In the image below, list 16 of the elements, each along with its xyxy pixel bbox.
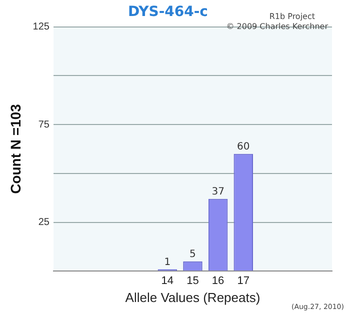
data-label: 37 xyxy=(212,186,224,198)
x-tick-label: 14 xyxy=(161,274,174,287)
y-tick-label: 75 xyxy=(38,119,50,130)
annotation: © 2009 Charles Kerchner xyxy=(226,22,328,31)
text: R1b Project xyxy=(269,12,315,21)
data-label: 1 xyxy=(164,256,171,268)
x-axis-title: Allele Values (Repeats) xyxy=(125,290,260,305)
chart-title: DYS-464-c xyxy=(128,4,208,20)
x-tick-label: 17 xyxy=(237,274,250,287)
data-label: 60 xyxy=(237,141,250,152)
data-label: 5 xyxy=(190,249,196,260)
y-tick-label: 125 xyxy=(32,22,50,33)
x-tick-label: 16 xyxy=(212,274,224,287)
x-tick-label: 15 xyxy=(186,274,199,287)
y-tick-label: 25 xyxy=(38,217,50,228)
y-axis-title: Count N =103 xyxy=(7,104,24,194)
